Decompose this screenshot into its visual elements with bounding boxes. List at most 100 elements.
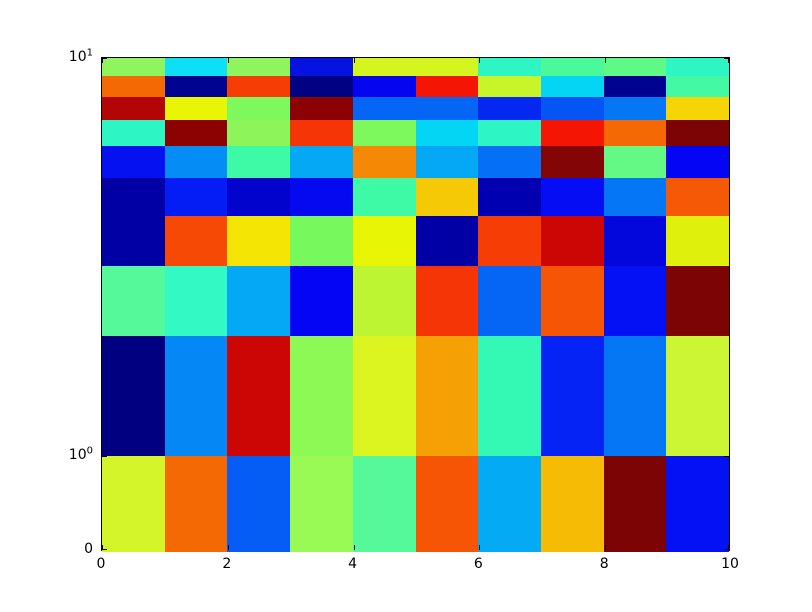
heatmap-cell	[478, 96, 542, 120]
heatmap-row	[102, 119, 730, 147]
heatmap-cell	[540, 456, 604, 552]
heatmap-cell	[290, 119, 354, 147]
x-axis-tick	[479, 545, 481, 550]
heatmap-cell	[164, 58, 228, 77]
heatmap-cell	[290, 177, 354, 217]
heatmap-cell	[227, 266, 291, 337]
x-axis-tick	[227, 545, 229, 550]
plot-area	[101, 57, 730, 552]
heatmap-cell	[164, 216, 228, 267]
heatmap-cell	[540, 266, 604, 337]
x-axis-tick-label: 2	[222, 556, 232, 572]
heatmap-row	[102, 146, 730, 178]
heatmap-cell	[603, 266, 667, 337]
heatmap-cell	[603, 216, 667, 267]
heatmap-cell	[603, 177, 667, 217]
heatmap-row	[102, 266, 730, 337]
heatmap-cell	[164, 96, 228, 120]
heatmap-row	[102, 58, 730, 77]
heatmap-cell	[478, 146, 542, 178]
heatmap-cell	[102, 456, 165, 552]
x-axis-top-tick	[479, 58, 481, 63]
x-axis-tick-label: 6	[473, 556, 483, 572]
heatmap-cell	[352, 216, 416, 267]
heatmap-cell	[227, 216, 291, 267]
x-axis-tick-label: 4	[348, 556, 358, 572]
y-axis-tick-label: 100	[68, 445, 93, 463]
heatmap-cell	[290, 58, 354, 77]
heatmap-cell	[415, 146, 479, 178]
heatmap-cell	[102, 58, 165, 77]
heatmap-cell	[540, 58, 604, 77]
y-axis-tick	[102, 549, 107, 550]
heatmap-cell	[164, 456, 228, 552]
heatmap-cell	[666, 216, 730, 267]
y-axis-tick-label: 101	[68, 47, 93, 65]
x-axis-top-tick	[728, 58, 729, 63]
heatmap-cell	[102, 177, 165, 217]
heatmap-cell	[478, 266, 542, 337]
heatmap-cell	[666, 146, 730, 178]
heatmap-cell	[666, 119, 730, 147]
x-axis-top-tick	[227, 58, 229, 63]
heatmap-cell	[415, 119, 479, 147]
heatmap-cell	[102, 146, 165, 178]
heatmap-cell	[352, 177, 416, 217]
heatmap-cell	[540, 336, 604, 456]
heatmap-cell	[352, 58, 416, 77]
heatmap-cell	[415, 177, 479, 217]
y-axis-right-tick	[724, 549, 729, 550]
heatmap-cell	[164, 336, 228, 456]
heatmap-cell	[540, 76, 604, 97]
heatmap-cell	[603, 76, 667, 97]
y-axis-right-tick	[724, 456, 729, 457]
heatmap-cell	[290, 336, 354, 456]
heatmap-cell	[478, 216, 542, 267]
heatmap-cell	[352, 119, 416, 147]
x-axis-top-tick	[353, 58, 355, 63]
heatmap-cell	[102, 76, 165, 97]
heatmap-cell	[603, 456, 667, 552]
x-axis-tick	[353, 545, 355, 550]
heatmap-cell	[540, 96, 604, 120]
heatmap-cell	[478, 336, 542, 456]
heatmap-row	[102, 76, 730, 97]
x-axis-tick-label: 10	[721, 556, 739, 572]
y-axis-tick-label: 0	[84, 541, 93, 557]
heatmap-cell	[164, 119, 228, 147]
heatmap-row	[102, 336, 730, 456]
heatmap-cell	[666, 336, 730, 456]
x-axis-tick	[102, 545, 103, 550]
heatmap-cell	[415, 336, 479, 456]
heatmap-cell	[666, 58, 730, 77]
heatmap-cell	[540, 177, 604, 217]
heatmap-cell	[478, 456, 542, 552]
heatmap-cell	[352, 76, 416, 97]
heatmap-cell	[415, 96, 479, 120]
heatmap-cell	[666, 76, 730, 97]
heatmap-cell	[290, 216, 354, 267]
heatmap-row	[102, 96, 730, 120]
heatmap-cell	[666, 266, 730, 337]
heatmap-cell	[227, 456, 291, 552]
heatmap-cell	[227, 96, 291, 120]
heatmap-cell	[227, 146, 291, 178]
x-axis-tick-label: 8	[599, 556, 609, 572]
heatmap-cell	[227, 336, 291, 456]
heatmap-cell	[102, 216, 165, 267]
y-axis-right-tick	[724, 58, 729, 59]
heatmap-cell	[478, 58, 542, 77]
heatmap-cell	[478, 76, 542, 97]
heatmap-cell	[352, 146, 416, 178]
x-axis-tick-label: 0	[96, 556, 106, 572]
heatmap-cell	[227, 177, 291, 217]
heatmap-cell	[415, 58, 479, 77]
heatmap-cell	[603, 96, 667, 120]
heatmap-cell	[290, 266, 354, 337]
heatmap-cell	[478, 119, 542, 147]
heatmap-cell	[603, 58, 667, 77]
heatmap-cell	[164, 146, 228, 178]
heatmap-cell	[603, 146, 667, 178]
heatmap-cell	[102, 96, 165, 120]
